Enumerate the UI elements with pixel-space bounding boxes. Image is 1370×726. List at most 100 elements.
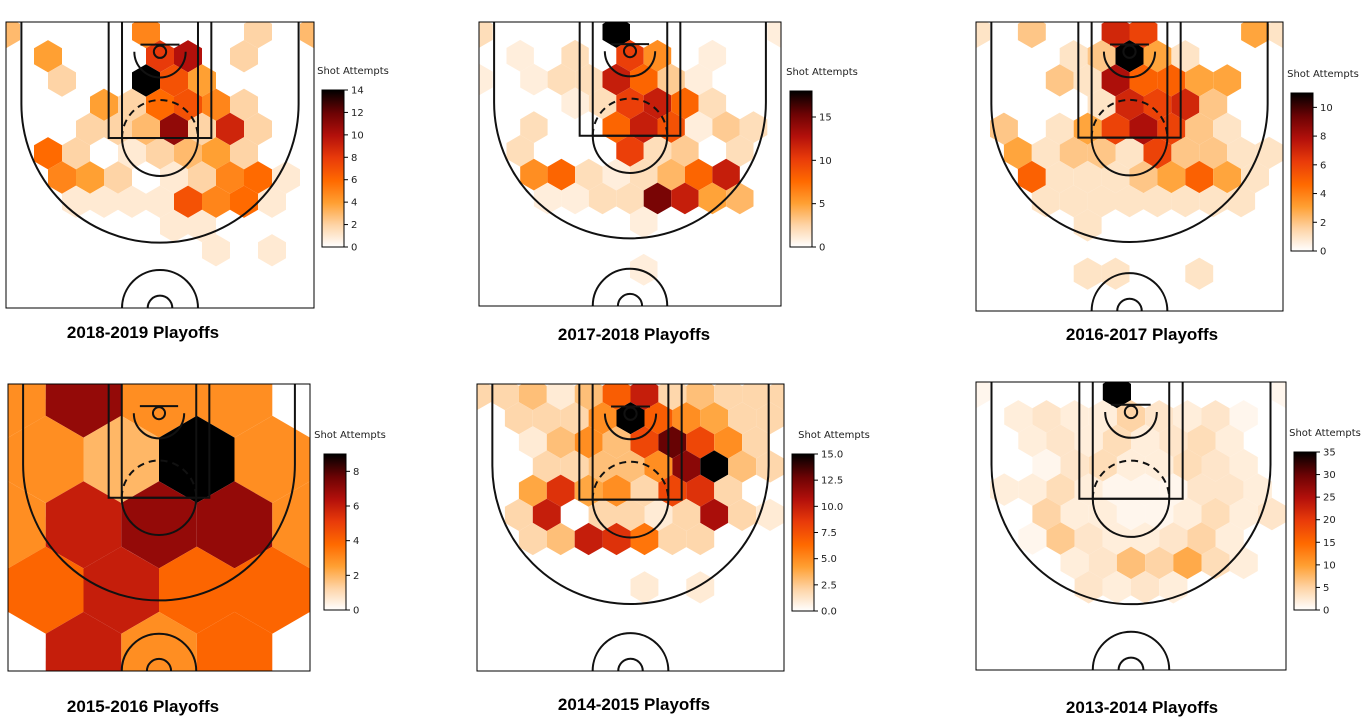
hex-cell [1129,64,1158,97]
hex-cell [990,473,1019,506]
hex-cell [560,450,589,483]
restricted-area [603,413,658,441]
hex-cell [712,111,740,143]
hex-cell [686,571,715,604]
hex-cell [1243,473,1272,506]
hex-cell [616,498,645,531]
hexbin-cells [976,382,1286,604]
panel-title: 2018-2019 Playoffs [67,323,219,342]
restricted-area [1102,51,1157,78]
hex-cell [1116,497,1146,531]
hex-cell [1115,136,1144,169]
hex-cell [726,135,754,167]
hex-cell [672,402,701,435]
hex-cell [657,158,685,191]
colorbar-tick-label: 12.5 [821,476,843,487]
hex-cell [616,450,645,483]
hex-cell [1185,257,1214,290]
free-throw-circle-top [591,460,670,500]
hex-cell [1145,546,1174,580]
shot-chart-2017-2018: 2017-2018 Playoffs Shot Attempts 0 5 10 15 [478,21,858,344]
paint-inner [120,384,198,499]
colorbar-tick-label: 6 [351,175,357,186]
hex-cell [657,63,685,96]
hex-cell [742,426,770,459]
hex-cell [1173,546,1202,580]
hex-cell [1045,112,1074,145]
hex-cell [272,481,310,569]
hex-cell [644,450,673,483]
hex-cell [1102,571,1131,604]
hex-cell [1102,382,1131,409]
colorbar-title: Shot Attempts [786,67,858,78]
hex-cell [216,161,244,194]
hex-cell [1074,424,1103,458]
hex-cell [1201,400,1230,433]
hex-cell [118,88,146,121]
hex-cell [1073,257,1102,290]
hex-cell [630,206,658,239]
hex-cell [1087,185,1116,218]
hex-cell [1187,473,1216,506]
hex-cell [532,498,561,531]
hex-cell [1088,448,1117,482]
hex-cell [146,137,174,170]
hex-cell [76,112,104,146]
hex-cell [574,384,603,411]
colorbar [791,453,815,612]
hex-cell [976,22,990,49]
hex-cell [8,546,84,634]
colorbar-tick-label: 15 [1323,538,1336,549]
colorbar-title: Shot Attempts [1289,428,1361,439]
hex-cell [684,158,713,191]
hex-cell [546,474,575,507]
rim [1122,44,1137,59]
hex-cell [216,112,244,146]
axes-frame [476,383,785,672]
hex-cell [770,384,784,411]
hex-cell [700,402,729,435]
hex-cell [1143,40,1172,73]
hex-cell [1269,22,1283,49]
hex-cell [1116,400,1146,433]
colorbar [1293,451,1317,611]
hex-cell [1227,136,1256,169]
hex-cell [574,426,603,459]
hex-cell [62,137,90,170]
hex-cell [520,158,548,191]
hex-cell [546,522,575,556]
hex-cell [34,40,62,73]
hex-cell [83,546,159,634]
hex-cell [643,87,672,120]
hex-cell [132,64,160,97]
hex-cell [1173,497,1202,531]
hex-cell [728,450,757,483]
hex-cell [714,384,743,411]
hex-cell [532,450,561,483]
hex-cell [160,209,188,243]
colorbar-tick-label: 4 [1320,189,1326,200]
hex-cell [518,384,547,411]
colorbar-tick-label: 30 [1323,470,1336,481]
hex-cell [8,481,46,569]
hex-cell [684,63,713,96]
hex-cell [202,234,230,267]
hex-cell [118,185,146,218]
hex-cell [1060,448,1089,482]
colorbar-tick-label: 8 [351,153,357,164]
panel-title: 2014-2015 Playoffs [558,695,710,714]
hex-cell [658,426,687,459]
hex-cell [504,498,533,531]
court-lines [22,384,296,671]
hex-cell [643,135,672,167]
hex-cell [121,384,197,438]
hex-cell [1087,88,1116,121]
hex-cell [8,415,84,503]
hex-cell [230,88,258,121]
hex-cell [1143,136,1172,169]
rim [1123,404,1139,420]
hex-cell [643,39,672,72]
hex-cell [1229,448,1258,482]
hex-cell [244,112,272,146]
